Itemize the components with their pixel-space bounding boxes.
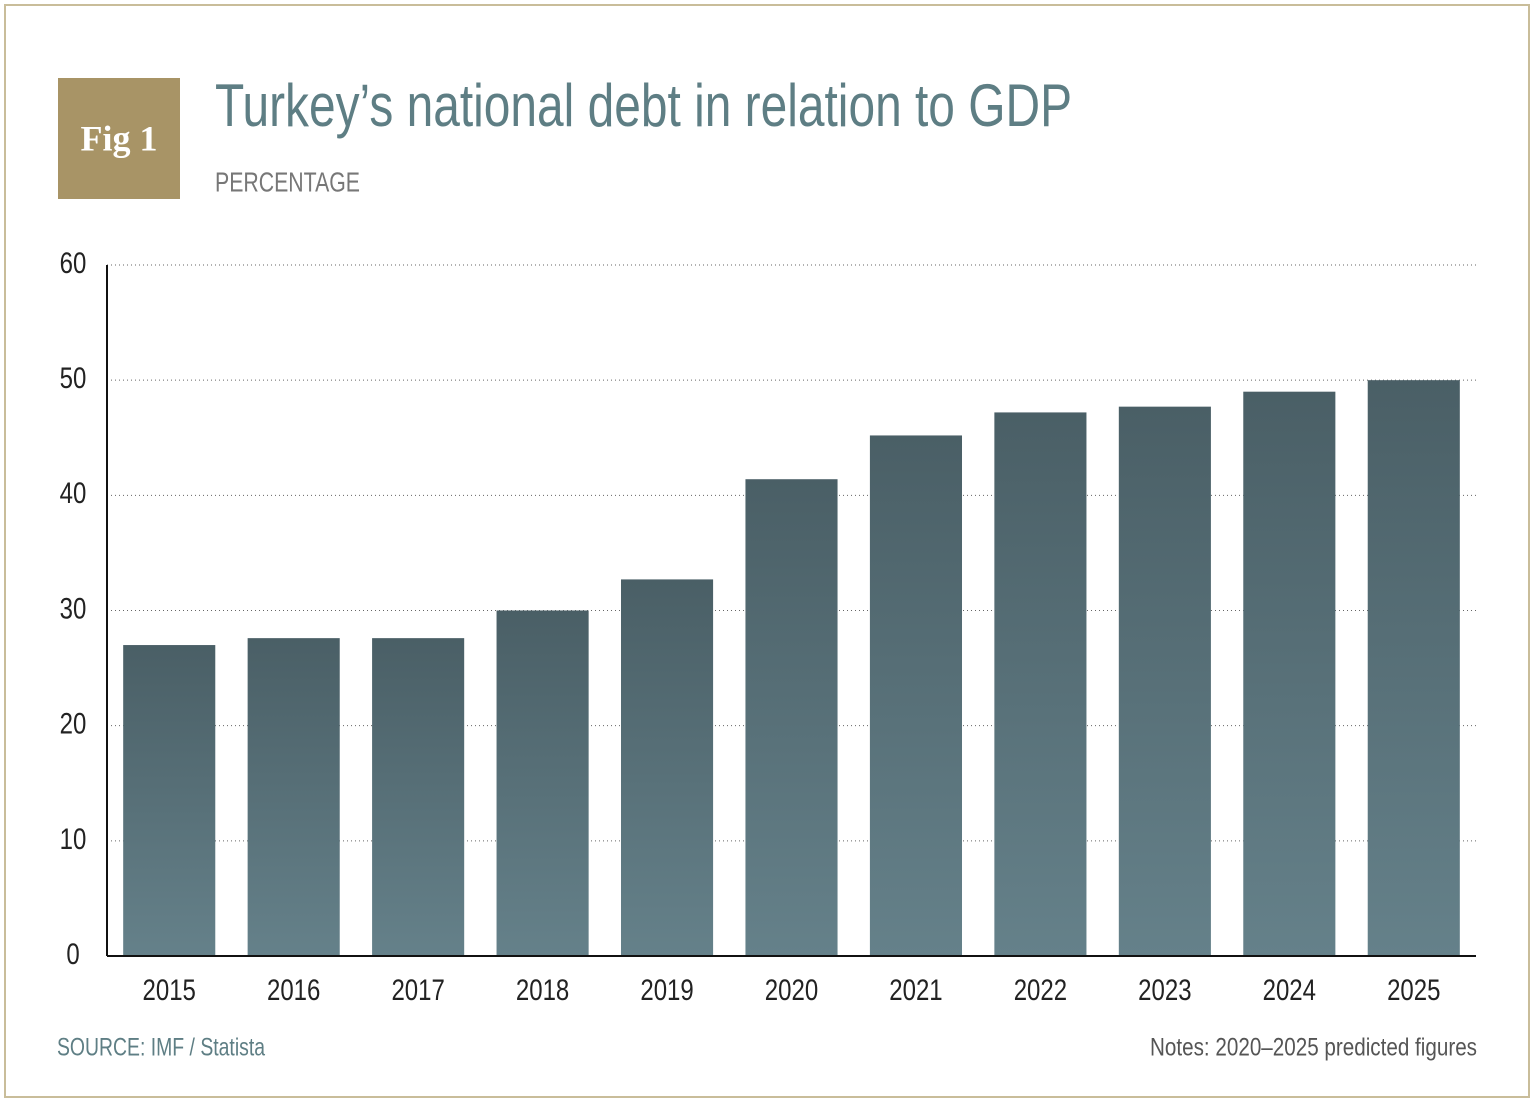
badge: Fig 1: [81, 118, 158, 158]
bar: [869, 435, 963, 956]
x-tick-label: 2023: [1138, 972, 1191, 1006]
bar: [620, 579, 714, 956]
bar: [1367, 380, 1460, 957]
bar: [745, 479, 838, 956]
notes: Notes: 2020–2025 predicted figures: [1150, 1034, 1477, 1062]
x-tick-label: 2022: [1014, 972, 1067, 1006]
chart-title: Turkey’s national debt in relation to GD…: [215, 72, 1072, 139]
x-tick-label: 2017: [391, 972, 444, 1006]
y-tick-label: 0: [66, 936, 79, 970]
x-tick-label: 2015: [143, 972, 196, 1006]
bar: [496, 610, 589, 956]
bar: [1118, 406, 1211, 956]
bar: [247, 638, 340, 956]
x-tick-label: 2024: [1263, 972, 1316, 1006]
x-tick-label: 2021: [889, 972, 942, 1006]
badge-box: [58, 78, 180, 199]
x-tick-label: 2019: [640, 972, 693, 1006]
chart-subtitle: PERCENTAGE: [215, 166, 360, 197]
source: SOURCE: IMF / Statista: [57, 1034, 265, 1062]
y-tick-label: 10: [60, 821, 87, 855]
x-tick-label: 2025: [1387, 972, 1440, 1006]
y-tick-label: 30: [60, 591, 87, 625]
bar: [1243, 391, 1336, 956]
bar: [994, 412, 1087, 956]
x-tick-label: 2016: [267, 972, 320, 1006]
y-tick-label: 50: [60, 360, 87, 394]
bar: [123, 645, 216, 956]
y-tick-label: 20: [60, 706, 87, 740]
y-tick-label: 60: [60, 245, 87, 279]
x-tick-label: 2018: [516, 972, 569, 1006]
frame: [4, 4, 1530, 1098]
x-tick-label: 2020: [765, 972, 818, 1006]
y-tick-label: 40: [60, 476, 87, 510]
bar: [372, 638, 465, 956]
